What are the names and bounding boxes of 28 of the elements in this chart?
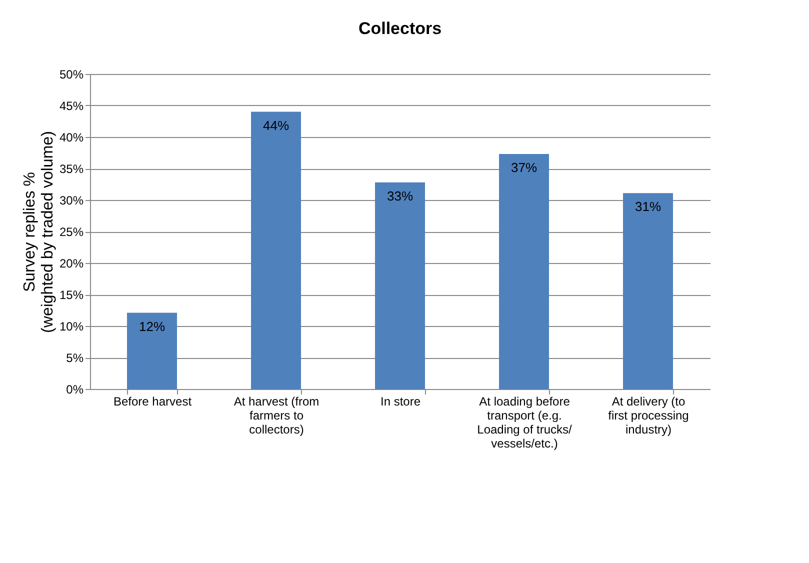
x-tick-label: At harvest (from farmers to collectors) [234,394,320,436]
y-tick-label: 15% [59,288,84,302]
x-tick-label: At loading before transport (e.g. Loading of trucks/vessels/etc.) [477,394,573,450]
chart-title: Collectors [358,19,442,38]
y-tick-label: 0% [66,382,84,396]
y-tick-label: 35% [59,162,84,176]
x-tick-label: At delivery (to first processing industry) [608,394,689,436]
data-label: 44% [262,118,290,133]
y-tick-label: 10% [59,320,84,334]
y-tick-label: 25% [59,225,84,239]
y-tick-label: 30% [59,194,84,208]
data-label: 31% [634,199,662,214]
bar [251,112,301,389]
y-axis-title: Survey replies % (weighted by traded volume) [21,131,56,333]
y-tick-label: 50% [59,68,84,82]
data-label: 12% [138,318,166,334]
x-tick-label: Before harvest [113,394,192,408]
bar [499,154,549,389]
y-tick-label: 5% [66,351,84,365]
data-label: 37% [510,160,538,176]
bar [623,193,673,389]
y-tick-label: 20% [59,256,84,270]
data-label: 33% [386,188,414,204]
y-tick-label: 45% [59,99,84,113]
bar [127,312,177,389]
x-tick-label: In store [380,394,421,408]
y-tick-label: 40% [59,130,84,144]
bar [375,182,425,389]
